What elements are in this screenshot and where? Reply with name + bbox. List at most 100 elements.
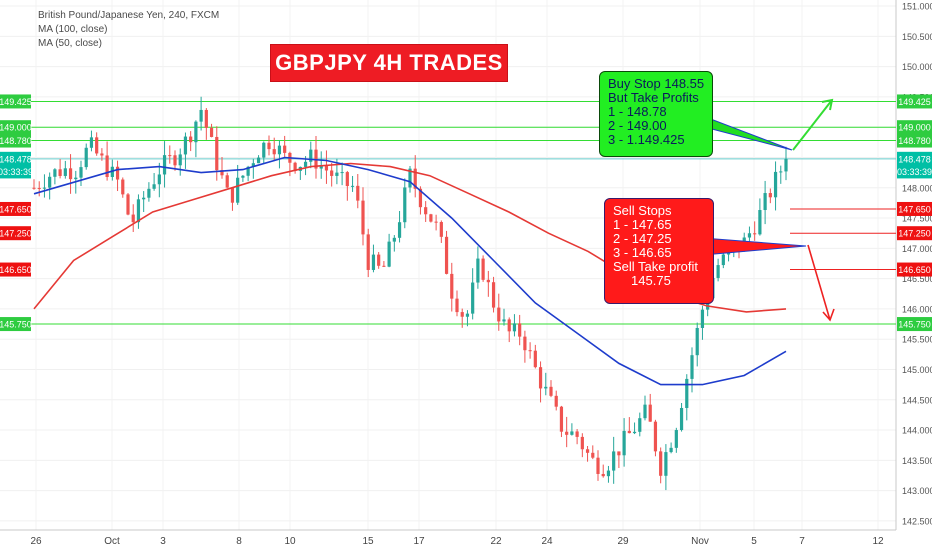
x-tick-label: 17 [413, 536, 425, 547]
candle-body [178, 154, 182, 166]
candle-body [659, 451, 663, 476]
candle-body [147, 188, 151, 198]
candle-body [643, 404, 647, 419]
candle-body [42, 187, 47, 189]
candle-body [283, 145, 287, 153]
price-tag-label: 147.650 [898, 204, 931, 214]
x-tick-label: Nov [691, 536, 709, 547]
candle-body [512, 323, 517, 332]
candle-body [502, 319, 506, 322]
candle-body [617, 451, 621, 456]
price-tag-left [0, 94, 31, 109]
candle-body [356, 185, 360, 201]
candle-body [585, 449, 590, 453]
candle-body [622, 430, 626, 456]
price-tag-label: 149.425 [898, 97, 931, 107]
sell-target-arrow [807, 244, 831, 321]
candle-body [491, 282, 496, 308]
price-tag [897, 120, 932, 135]
candle-body [549, 386, 553, 396]
buy-note-line: Buy Stop 148.55 [608, 76, 705, 91]
candle-body [476, 258, 480, 283]
candle-body [48, 176, 52, 188]
candle-body [262, 142, 266, 158]
candle-body [768, 193, 772, 198]
candle-body [309, 149, 313, 162]
price-tag-left [0, 151, 31, 166]
candle-body [142, 197, 146, 200]
chart-banner-title: GBPJPY 4H TRADES [270, 44, 508, 82]
candle-body [53, 169, 57, 177]
candle-body [225, 175, 229, 188]
candle-body [538, 367, 543, 389]
sell-note: Sell Stops 1 - 147.65 2 - 147.25 3 - 146… [604, 198, 714, 304]
candle-body [653, 421, 658, 452]
y-tick-label: 143.000 [902, 486, 932, 496]
price-tag [897, 164, 932, 179]
candle-body [256, 157, 261, 164]
candle-body [580, 436, 584, 450]
candle-body [220, 170, 224, 176]
candle-body [570, 431, 574, 435]
candle-body [559, 406, 564, 432]
candle-body [319, 165, 323, 169]
candle-body [126, 194, 130, 215]
candle-body [565, 431, 569, 435]
candle-body [669, 447, 673, 453]
price-tag-left-label: 148.478 [0, 154, 32, 164]
candle-body [131, 214, 135, 223]
candle-body [700, 309, 705, 328]
y-tick-label: 151.000 [902, 2, 932, 12]
y-tick-label: 143.500 [902, 456, 932, 466]
candle-body [136, 199, 141, 223]
candle-body [58, 169, 62, 176]
candle-body [533, 350, 537, 368]
price-tag-left [0, 133, 31, 148]
candle-body [721, 254, 725, 266]
candle-body [100, 153, 104, 156]
legend-symbol: British Pound/Japanese Yen, 240, FXCM [38, 10, 220, 21]
x-tick-label: 7 [799, 536, 805, 547]
candle-body [418, 188, 423, 208]
candle-body [63, 168, 67, 176]
candle-body [89, 137, 94, 148]
x-tick-label: 26 [30, 536, 42, 547]
candle-body [528, 350, 532, 352]
candle-body [753, 233, 757, 235]
candle-body [434, 221, 438, 223]
candle-body [575, 431, 579, 437]
y-tick-label: 147.500 [902, 214, 932, 224]
price-tag-left-label: 145.750 [0, 320, 32, 330]
candle-body [230, 187, 235, 203]
y-tick-label: 150.000 [902, 62, 932, 72]
candle-body [612, 451, 616, 471]
y-tick-label: 150.500 [902, 32, 932, 42]
price-tag [897, 133, 932, 148]
candle-body [204, 109, 208, 128]
candle-body [324, 165, 329, 171]
candle-body [591, 452, 595, 458]
candle-body [236, 177, 240, 203]
candle-body [293, 162, 297, 171]
buy-note-line: 3 - 1.149.425 [608, 132, 685, 147]
candle-body [465, 313, 470, 317]
candle-body [481, 258, 485, 280]
price-tag-label: 145.750 [898, 320, 931, 330]
price-tag [897, 262, 932, 277]
candle-body [450, 273, 454, 299]
sell-note-line: 2 - 147.25 [613, 231, 672, 246]
price-tag-left-label: 147.250 [0, 229, 32, 239]
candle-body [157, 174, 161, 185]
candle-body [544, 386, 548, 389]
candle-body [303, 161, 308, 167]
sell-target-arrowhead [822, 308, 835, 322]
y-tick-label: 145.000 [902, 365, 932, 375]
candle-body [189, 136, 193, 143]
candle-body [37, 187, 41, 189]
sell-note-line: 3 - 146.65 [613, 245, 672, 260]
price-tag-label: 148.478 [898, 154, 931, 164]
price-tag-label: 148.780 [898, 136, 931, 146]
y-tick-label: 144.500 [902, 395, 932, 405]
candle-body [194, 121, 198, 143]
